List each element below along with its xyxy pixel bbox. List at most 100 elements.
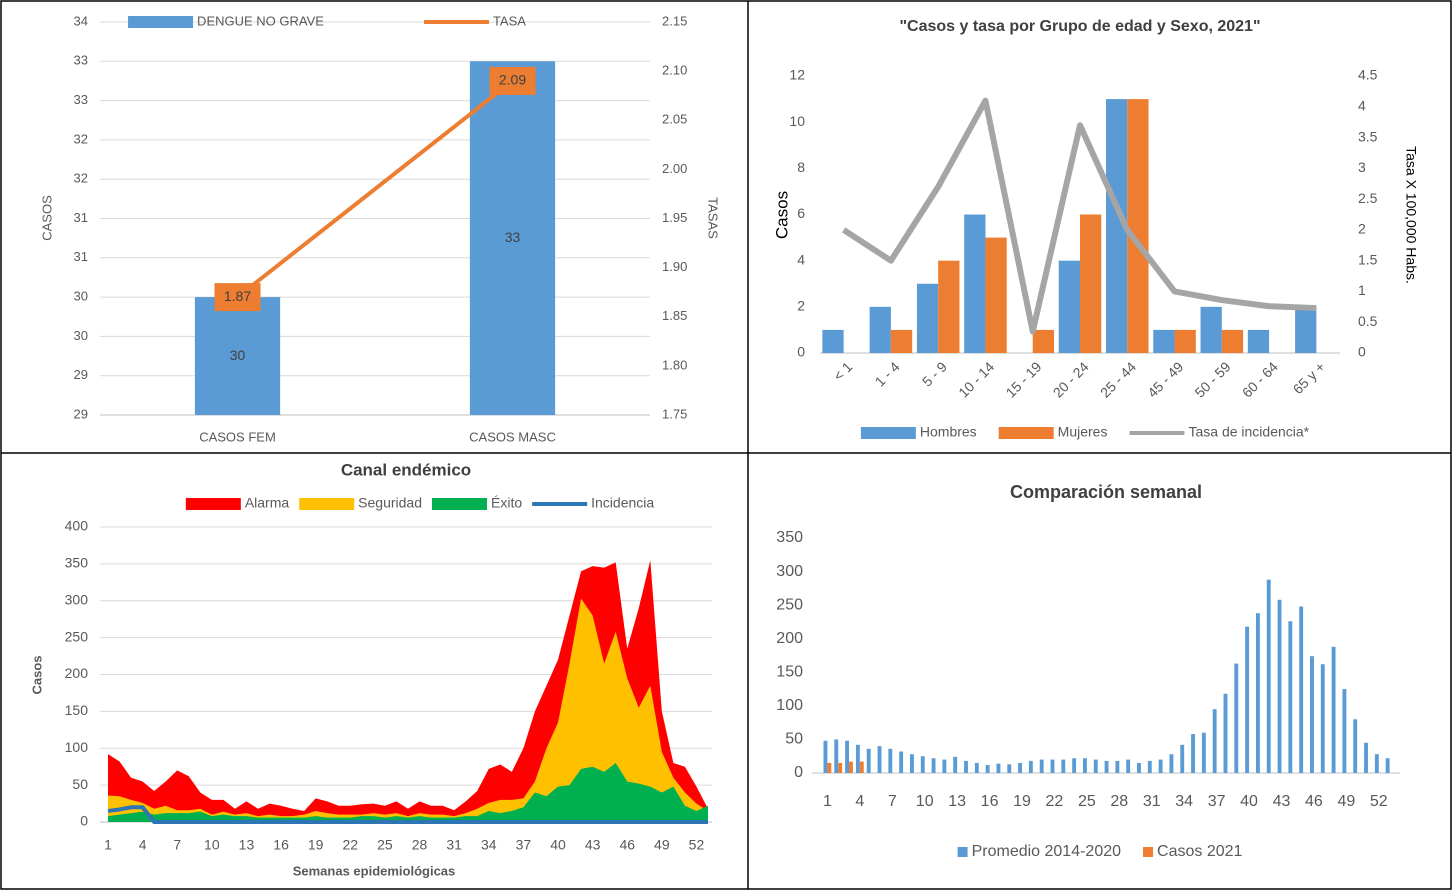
bar xyxy=(888,748,893,773)
legend: Promedio 2014-2020 Casos 2021 xyxy=(957,843,1243,860)
legend-swatch xyxy=(128,16,194,28)
x-tick-label: 31 xyxy=(1143,793,1161,810)
y-tick-label: 50 xyxy=(785,731,803,748)
legend-swatch xyxy=(299,498,355,510)
bar xyxy=(953,756,958,773)
y-axis-title: CASOS xyxy=(39,195,54,241)
data-label: 1.87 xyxy=(224,288,251,304)
y2-axis-title: Tasa X 100,000 Habs. xyxy=(1403,146,1419,284)
y-tick-label: 300 xyxy=(776,563,803,580)
y2-tick-label: 3 xyxy=(1358,159,1366,175)
bar xyxy=(1032,329,1054,353)
bar xyxy=(1288,621,1293,773)
bar xyxy=(1174,329,1196,353)
x-tick-label: 22 xyxy=(1046,793,1064,810)
x-tick-label: 46 xyxy=(619,837,635,853)
area xyxy=(108,763,708,822)
bar xyxy=(1158,759,1163,773)
legend-swatch xyxy=(1143,847,1154,857)
x-tick-label: 16 xyxy=(981,793,999,810)
x-tick-label: 46 xyxy=(1305,793,1323,810)
y2-tick-label: 2.5 xyxy=(1358,190,1378,206)
bar xyxy=(942,759,947,773)
bar xyxy=(938,260,960,353)
bar xyxy=(1080,214,1102,353)
bar xyxy=(1115,760,1120,773)
y-tick-label: 31 xyxy=(74,249,88,264)
y2-tick-label: 2.10 xyxy=(662,63,687,78)
y-tick-label: 30 xyxy=(74,289,88,304)
x-tick-label: 52 xyxy=(689,837,705,853)
y-tick-label: 8 xyxy=(797,159,805,175)
x-tick-label: 60 - 64 xyxy=(1239,358,1281,400)
legend-label: Hombres xyxy=(920,424,977,440)
legend-label: Promedio 2014-2020 xyxy=(972,843,1122,860)
bar xyxy=(1093,759,1098,773)
bar xyxy=(1277,599,1282,773)
bar xyxy=(1061,759,1066,773)
bar xyxy=(910,754,914,773)
y2-tick-label: 4 xyxy=(1358,97,1366,113)
bar xyxy=(1212,709,1217,773)
y2-tick-label: 0 xyxy=(1358,344,1366,360)
bar xyxy=(1082,758,1087,773)
y2-tick-label: 2.00 xyxy=(662,161,687,176)
bar xyxy=(1331,646,1336,773)
x-tick-label: 49 xyxy=(1337,793,1355,810)
line xyxy=(107,805,708,824)
x-tick-label: 1 xyxy=(823,793,832,810)
bar xyxy=(1127,99,1149,353)
y-tick-label: 33 xyxy=(74,92,88,107)
x-tick-label: 37 xyxy=(1208,793,1226,810)
x-tick-label: 40 xyxy=(1240,793,1258,810)
bar xyxy=(194,297,281,415)
bar xyxy=(845,740,850,773)
y-tick-label: 12 xyxy=(789,67,805,83)
bar xyxy=(985,764,990,773)
bar xyxy=(877,746,882,773)
x-tick-label: 15 - 19 xyxy=(1002,358,1044,400)
bar xyxy=(1353,719,1358,773)
y2-tick-label: 1.85 xyxy=(662,308,687,323)
bar xyxy=(1234,663,1239,773)
bar xyxy=(1221,329,1244,353)
x-tick-label: 34 xyxy=(481,837,497,853)
x-tick-label: CASOS MASC xyxy=(469,429,556,444)
bar xyxy=(1169,754,1174,773)
data-label-box xyxy=(489,66,536,95)
bar xyxy=(838,762,843,773)
x-tick-label: 19 xyxy=(308,837,324,853)
x-tick-label: 16 xyxy=(273,837,289,853)
y2-tick-label: 4.5 xyxy=(1358,67,1378,83)
y-tick-label: 32 xyxy=(74,171,88,186)
y2-tick-label: 2 xyxy=(1358,221,1366,237)
legend-label: Casos 2021 xyxy=(1157,843,1242,860)
bar xyxy=(974,762,979,773)
x-tick-label: 19 xyxy=(1013,793,1031,810)
y2-tick-label: 2.15 xyxy=(662,13,687,28)
x-tick-label: 20 - 24 xyxy=(1050,358,1092,400)
y-tick-label: 150 xyxy=(65,702,89,718)
x-tick-label: < 1 xyxy=(830,358,856,384)
y-tick-label: 4 xyxy=(797,251,805,267)
bar xyxy=(1180,744,1185,773)
x-tick-label: 10 xyxy=(916,793,934,810)
bar xyxy=(1050,759,1055,773)
y2-axis-title: TASAS xyxy=(706,197,721,239)
x-tick-label: CASOS FEM xyxy=(199,429,276,444)
bar xyxy=(1295,306,1317,353)
bar xyxy=(866,748,871,773)
x-tick-label: 28 xyxy=(1110,793,1128,810)
area xyxy=(108,598,708,822)
bar xyxy=(1320,664,1325,773)
data-label: 2.09 xyxy=(499,72,526,88)
bar xyxy=(1299,606,1304,773)
x-tick-label: 50 - 59 xyxy=(1191,358,1233,400)
x-tick-label: 65 y + xyxy=(1290,358,1329,397)
y2-tick-label: 3.5 xyxy=(1358,128,1378,144)
y2-tick-label: 2.05 xyxy=(662,112,687,127)
x-tick-label: 7 xyxy=(888,793,897,810)
bar xyxy=(822,329,844,353)
bar xyxy=(916,283,939,353)
